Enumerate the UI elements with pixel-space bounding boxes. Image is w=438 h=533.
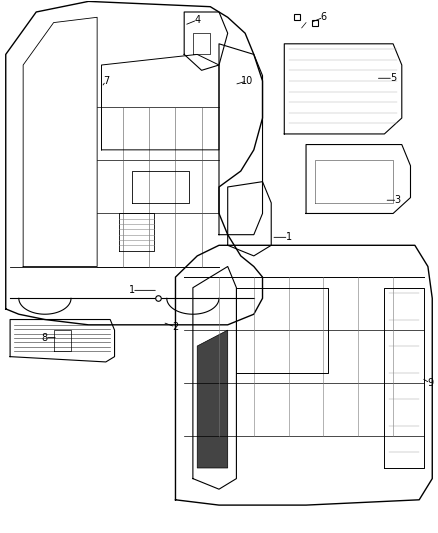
Text: 4: 4 xyxy=(194,15,200,25)
Text: 8: 8 xyxy=(42,333,48,343)
Text: 3: 3 xyxy=(394,195,400,205)
Text: 1: 1 xyxy=(129,285,135,295)
Polygon shape xyxy=(197,330,228,468)
Text: 2: 2 xyxy=(172,322,179,332)
Text: 5: 5 xyxy=(390,73,396,83)
Text: 10: 10 xyxy=(241,76,254,86)
Text: 1: 1 xyxy=(286,232,292,243)
Text: 6: 6 xyxy=(320,12,326,22)
Text: 9: 9 xyxy=(427,378,433,388)
Text: 7: 7 xyxy=(103,76,109,86)
